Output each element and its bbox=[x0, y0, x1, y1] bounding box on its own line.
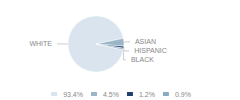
svg-text:0.9%: 0.9% bbox=[175, 91, 191, 98]
svg-text:1.2%: 1.2% bbox=[139, 91, 155, 98]
svg-text:WHITE: WHITE bbox=[29, 40, 52, 47]
svg-text:4.5%: 4.5% bbox=[103, 91, 119, 98]
svg-text:BLACK: BLACK bbox=[131, 56, 154, 63]
svg-text:ASIAN: ASIAN bbox=[135, 38, 156, 45]
svg-text:93.4%: 93.4% bbox=[63, 91, 83, 98]
svg-text:HISPANIC: HISPANIC bbox=[134, 47, 167, 54]
